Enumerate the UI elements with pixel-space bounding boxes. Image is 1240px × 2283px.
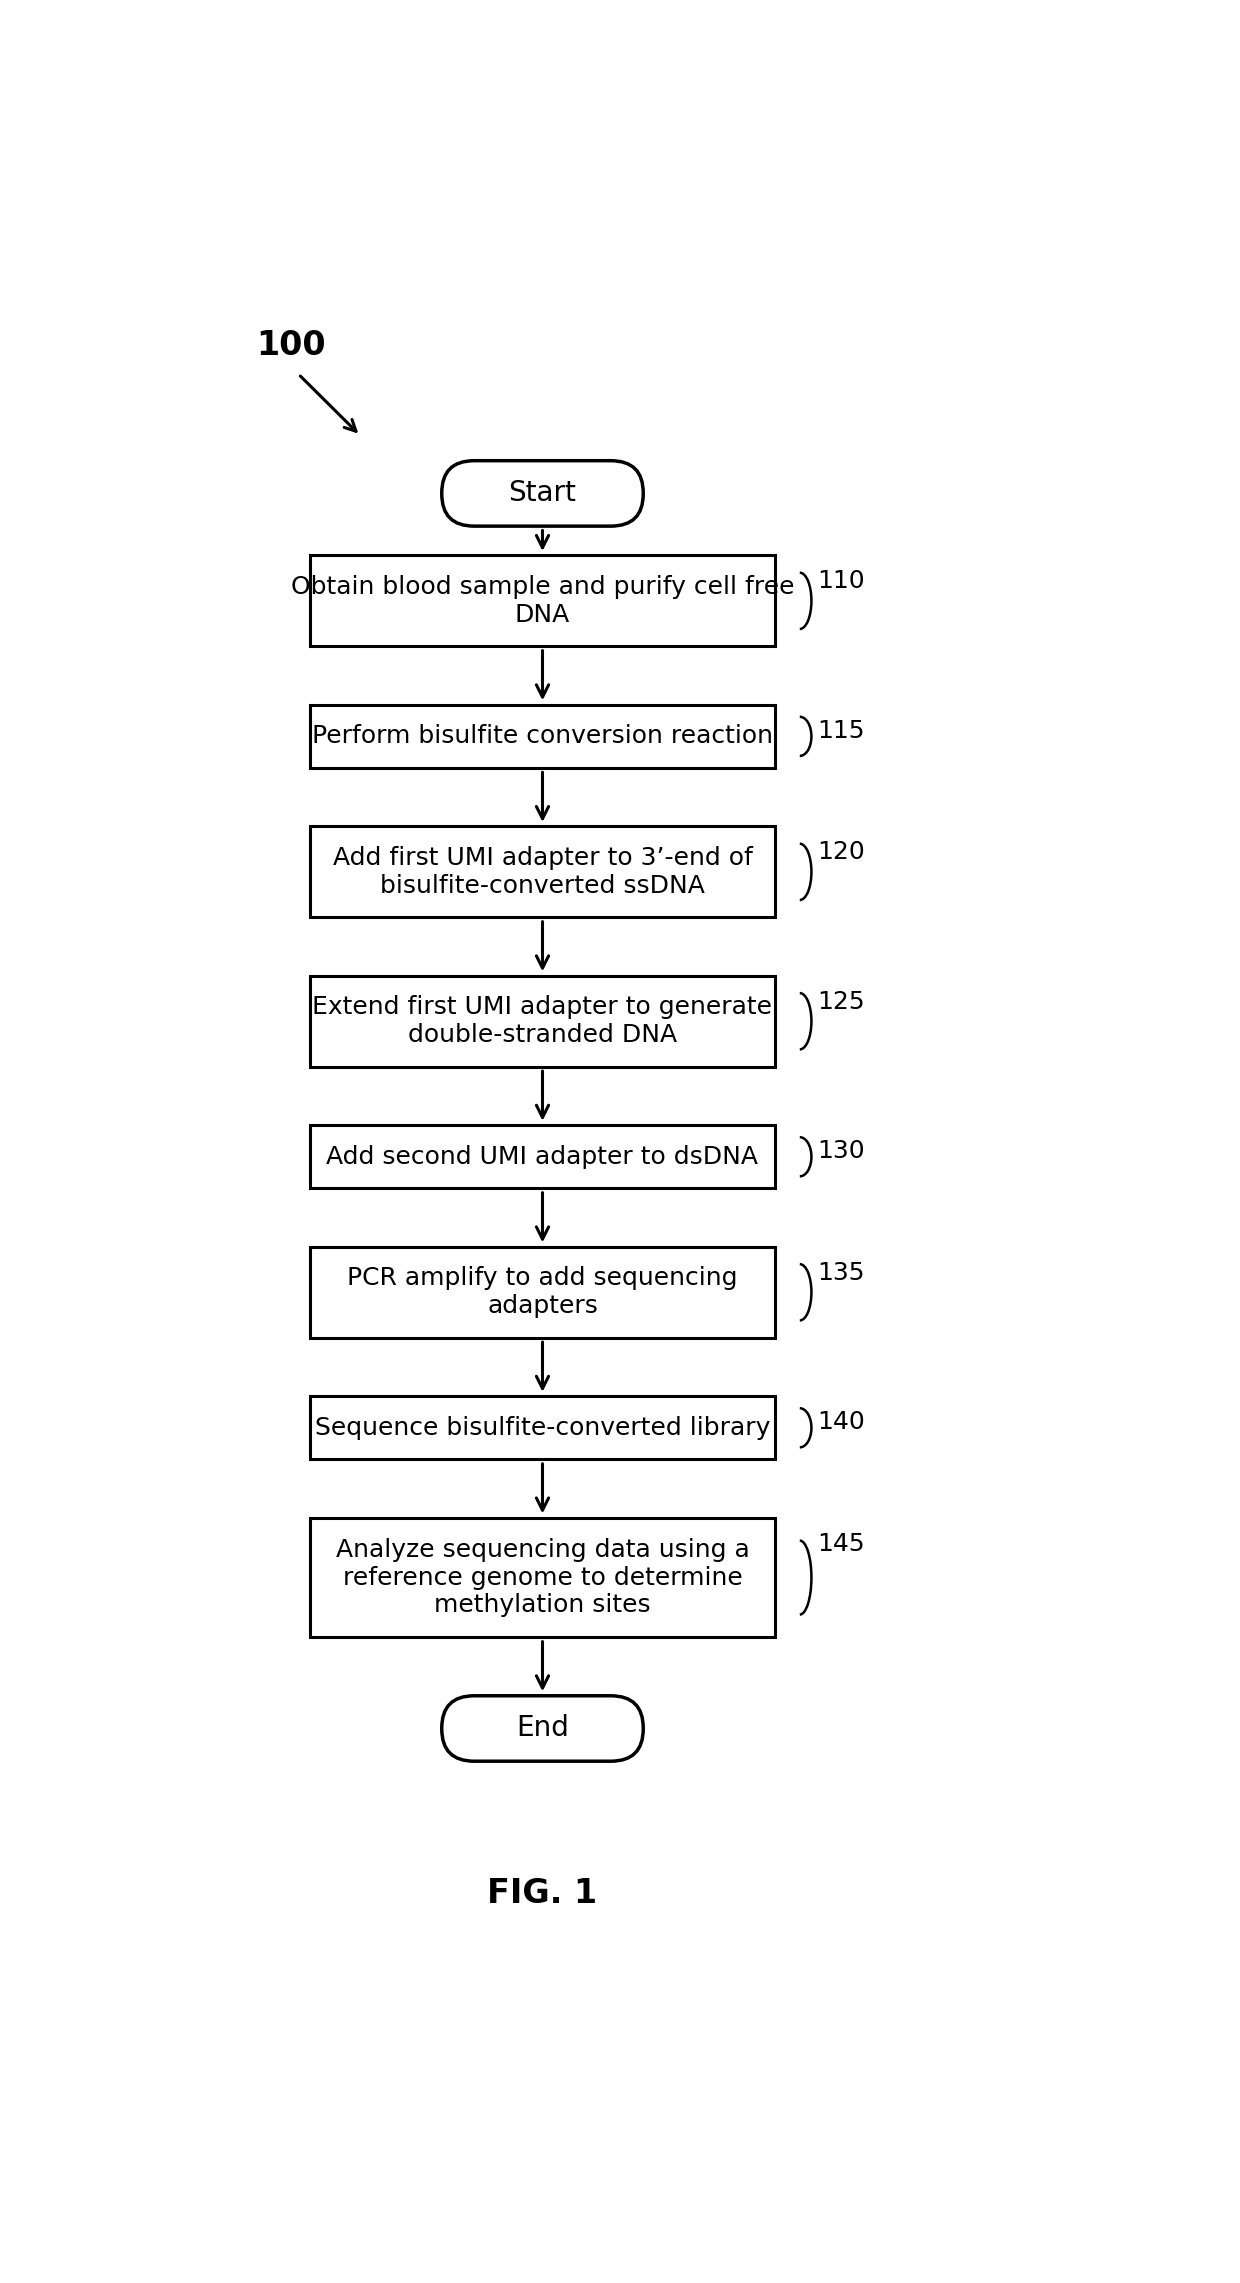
FancyBboxPatch shape bbox=[441, 461, 644, 525]
FancyBboxPatch shape bbox=[310, 1126, 775, 1189]
Text: 120: 120 bbox=[817, 840, 866, 865]
Text: 145: 145 bbox=[817, 1532, 866, 1555]
Text: FIG. 1: FIG. 1 bbox=[487, 1877, 598, 1909]
Text: Sequence bisulfite-converted library: Sequence bisulfite-converted library bbox=[315, 1415, 770, 1441]
FancyBboxPatch shape bbox=[310, 975, 775, 1066]
FancyBboxPatch shape bbox=[310, 1518, 775, 1637]
Text: End: End bbox=[516, 1715, 569, 1742]
FancyBboxPatch shape bbox=[310, 555, 775, 646]
Text: Extend first UMI adapter to generate
double-stranded DNA: Extend first UMI adapter to generate dou… bbox=[312, 995, 773, 1048]
FancyBboxPatch shape bbox=[441, 1696, 644, 1760]
FancyBboxPatch shape bbox=[310, 1247, 775, 1338]
FancyBboxPatch shape bbox=[310, 826, 775, 918]
Text: Add second UMI adapter to dsDNA: Add second UMI adapter to dsDNA bbox=[326, 1144, 759, 1169]
Text: Start: Start bbox=[508, 479, 577, 507]
Text: Add first UMI adapter to 3’-end of
bisulfite-converted ssDNA: Add first UMI adapter to 3’-end of bisul… bbox=[332, 847, 753, 897]
Text: Analyze sequencing data using a
reference genome to determine
methylation sites: Analyze sequencing data using a referenc… bbox=[336, 1539, 749, 1616]
Text: PCR amplify to add sequencing
adapters: PCR amplify to add sequencing adapters bbox=[347, 1267, 738, 1317]
FancyBboxPatch shape bbox=[310, 705, 775, 767]
Text: 110: 110 bbox=[817, 568, 866, 594]
FancyBboxPatch shape bbox=[310, 1397, 775, 1459]
Text: 125: 125 bbox=[817, 989, 866, 1014]
Text: Perform bisulfite conversion reaction: Perform bisulfite conversion reaction bbox=[312, 724, 773, 749]
Text: 135: 135 bbox=[817, 1260, 866, 1285]
Text: 140: 140 bbox=[817, 1411, 866, 1434]
Text: 130: 130 bbox=[817, 1139, 866, 1162]
Text: 115: 115 bbox=[817, 719, 866, 742]
Text: Obtain blood sample and purify cell free
DNA: Obtain blood sample and purify cell free… bbox=[290, 575, 795, 628]
Text: 100: 100 bbox=[255, 329, 325, 363]
